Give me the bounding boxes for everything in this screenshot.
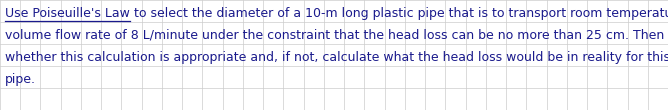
- Text: Use Poiseuille's Law: Use Poiseuille's Law: [5, 7, 130, 20]
- Text: volume flow rate of 8 L/minute under the constraint that the head loss can be no: volume flow rate of 8 L/minute under the…: [5, 29, 668, 42]
- Text: pipe.: pipe.: [5, 73, 36, 86]
- Text: whether this calculation is appropriate and, if not, calculate what the head los: whether this calculation is appropriate …: [5, 51, 668, 64]
- Text: to select the diameter of a 10-m long plastic pipe that is to transport room tem: to select the diameter of a 10-m long pl…: [130, 7, 668, 20]
